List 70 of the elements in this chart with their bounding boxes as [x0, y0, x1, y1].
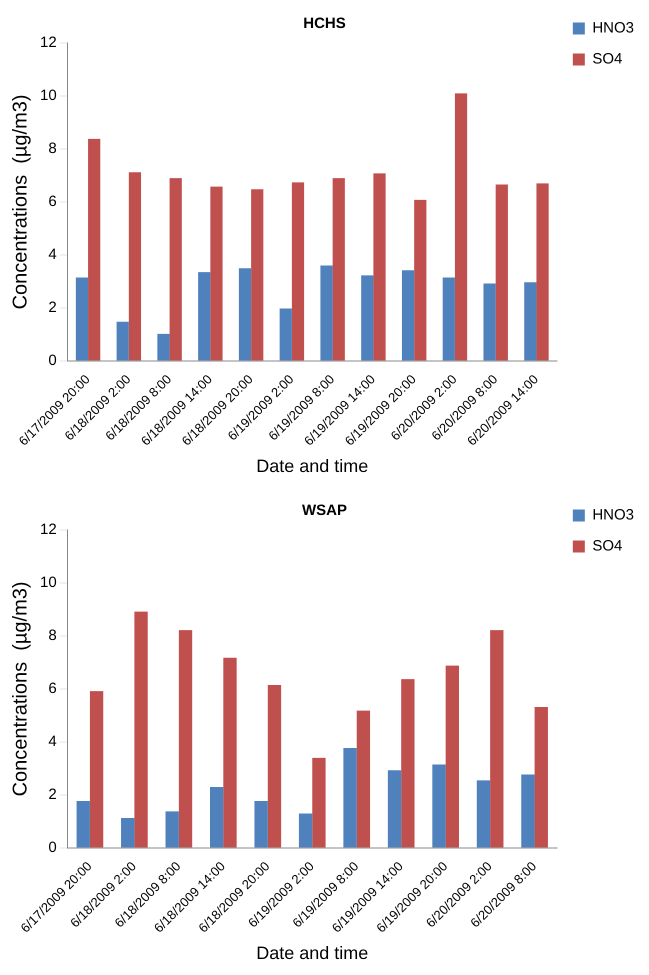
bar	[198, 272, 210, 360]
bar	[210, 186, 223, 360]
bar	[170, 178, 182, 360]
y-tick-label: 12	[40, 521, 57, 538]
legend-label: HNO3	[592, 20, 634, 37]
y-tick-label: 2	[48, 786, 57, 804]
chart-title: WSAP	[302, 502, 347, 520]
bar	[414, 200, 426, 360]
bar	[536, 183, 549, 360]
y-tick-label: 0	[48, 839, 57, 856]
bar	[521, 774, 535, 848]
x-axis-title: Date and time	[256, 943, 368, 964]
bar	[401, 679, 415, 848]
bar	[402, 270, 414, 360]
bar	[373, 173, 386, 360]
bar	[332, 178, 345, 360]
legend-label: HNO3	[592, 506, 634, 524]
bar	[251, 189, 264, 360]
bar	[134, 612, 148, 848]
bar	[534, 706, 548, 848]
bar	[121, 818, 134, 848]
y-tick-label: 4	[48, 733, 57, 750]
bar	[292, 182, 304, 360]
bar	[356, 710, 370, 848]
bar	[298, 813, 312, 848]
bar	[388, 770, 402, 848]
y-tick-label: 6	[48, 680, 57, 698]
bar	[454, 93, 468, 360]
bar	[268, 684, 282, 848]
y-tick-label: 6	[48, 193, 57, 210]
bar	[446, 666, 459, 848]
bar	[343, 748, 357, 848]
y-tick-label: 0	[48, 352, 57, 370]
y-tick-label: 10	[40, 574, 57, 592]
bar	[223, 658, 237, 848]
bar	[524, 282, 536, 360]
bar	[432, 764, 446, 848]
y-tick-label: 8	[48, 627, 57, 644]
bar	[210, 786, 224, 848]
chart-title: HCHS	[303, 15, 346, 32]
bar	[280, 308, 292, 360]
bar	[178, 630, 192, 848]
bar	[312, 758, 326, 848]
x-axis-title: Date and time	[256, 456, 368, 476]
bar	[88, 138, 100, 360]
bar	[476, 780, 490, 848]
y-tick-label: 2	[48, 299, 57, 316]
bar	[166, 811, 179, 848]
y-axis-title: Concentrations (µg/m3)	[10, 94, 32, 310]
bar	[90, 691, 104, 848]
bar	[361, 275, 374, 360]
y-tick-label: 10	[40, 87, 57, 104]
bar	[76, 801, 90, 848]
bar	[320, 266, 333, 360]
legend-label: SO4	[592, 538, 622, 555]
bar	[128, 172, 142, 360]
bar	[490, 630, 504, 848]
bar	[254, 801, 268, 848]
bar	[442, 277, 455, 360]
legend-label: SO4	[592, 50, 622, 68]
y-axis-title: Concentrations (µg/m3)	[10, 581, 32, 796]
bar	[496, 184, 508, 360]
y-tick-label: 4	[48, 246, 57, 264]
bar	[483, 284, 496, 360]
bar	[116, 322, 129, 360]
y-tick-label: 12	[40, 34, 57, 52]
bar	[157, 334, 170, 360]
bar	[238, 268, 252, 360]
y-tick-label: 8	[48, 140, 57, 158]
bar	[76, 277, 88, 360]
